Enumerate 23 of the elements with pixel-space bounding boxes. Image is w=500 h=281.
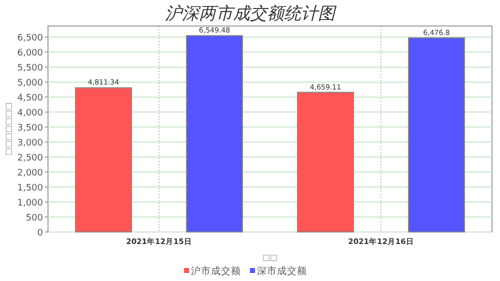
y-tick-label: 1,500 bbox=[17, 184, 44, 194]
y-tick-label: 500 bbox=[26, 214, 44, 224]
legend-label: 沪市成交额 bbox=[191, 265, 241, 277]
y-tick-label: 1,000 bbox=[17, 198, 44, 209]
y-axis-title: □□□□□□□ bbox=[4, 102, 13, 156]
bar bbox=[297, 92, 354, 232]
bar bbox=[408, 37, 465, 232]
y-tick-label: 0 bbox=[37, 228, 44, 238]
x-axis-title: □□ bbox=[262, 253, 278, 262]
y-tick-label: 2,500 bbox=[17, 154, 44, 164]
y-tick-label: 5,500 bbox=[17, 64, 44, 74]
y-tick-label: 6,500 bbox=[17, 34, 44, 44]
y-tick-label: 4,000 bbox=[17, 108, 44, 119]
y-tick-label: 5,000 bbox=[17, 78, 44, 89]
y-tick-label: 3,500 bbox=[17, 124, 44, 134]
y-tick-label: 3,000 bbox=[17, 138, 44, 149]
bar bbox=[186, 35, 243, 232]
y-tick-label: 2,000 bbox=[17, 168, 44, 179]
chart-title: 沪深两市成交额统计图 bbox=[165, 4, 337, 23]
bar bbox=[75, 87, 132, 232]
legend-label: 深市成交额 bbox=[257, 265, 307, 277]
y-tick-label: 4,500 bbox=[17, 94, 44, 104]
y-tick-label: 6,000 bbox=[17, 48, 44, 59]
